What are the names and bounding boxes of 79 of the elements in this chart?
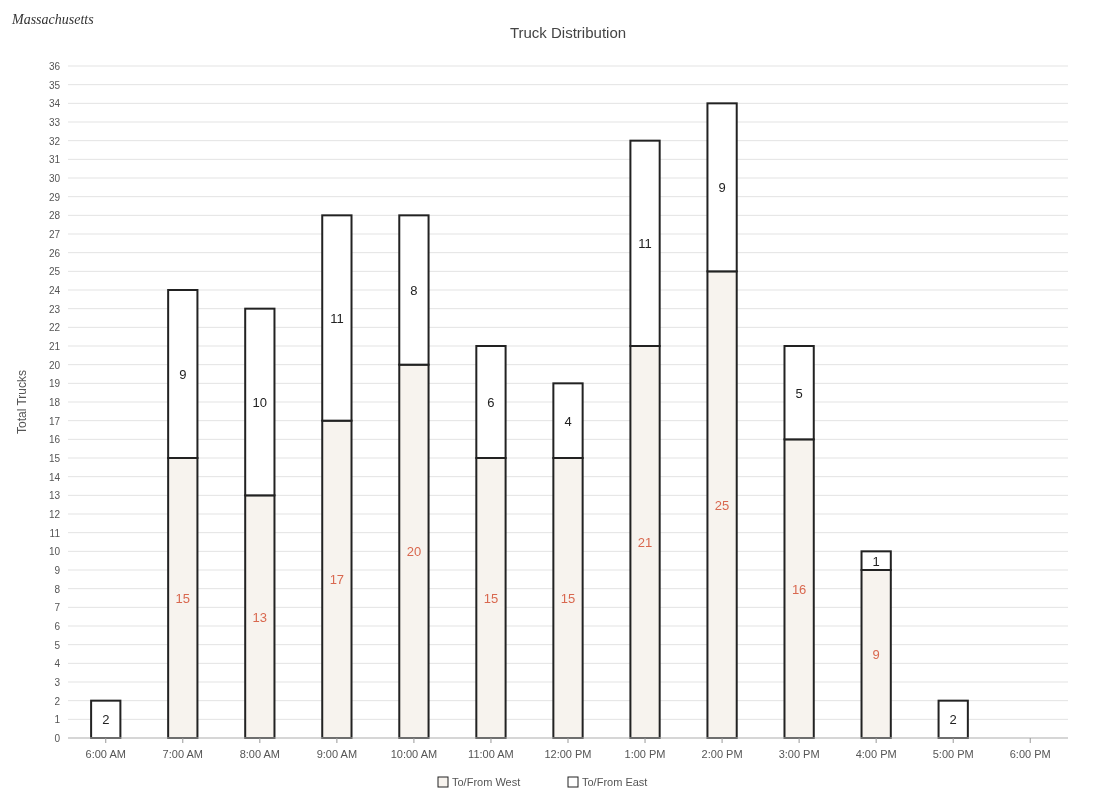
text: Massachusetts <box>11 12 95 27</box>
x-tick-label: 7:00 AM <box>162 748 203 760</box>
data-label: 9 <box>872 647 880 662</box>
data-label: 20 <box>406 544 422 560</box>
y-tick-label: 0 <box>54 733 61 744</box>
y-tick-label: 28 <box>48 210 61 222</box>
y-tick-label: 35 <box>48 79 61 91</box>
y-tick-label: 6 <box>54 621 61 632</box>
data-label: 9 <box>718 180 726 196</box>
data-label: 10 <box>252 395 268 410</box>
y-tick-label: 22 <box>48 322 61 334</box>
data-label: 9 <box>179 367 187 382</box>
data-label: 2 <box>949 712 957 728</box>
y-tick-label: 8 <box>54 583 61 595</box>
bar <box>937 699 969 739</box>
data-label: 17 <box>329 572 345 588</box>
y-tick-label: 10 <box>48 546 61 558</box>
y-tick-label: 30 <box>48 173 61 184</box>
data-label: 16 <box>791 581 807 597</box>
data-label: 5 <box>795 385 803 401</box>
legend-label: To/From East <box>582 776 648 788</box>
y-tick-label: 4 <box>54 658 61 670</box>
y-tick-label: 9 <box>54 565 61 576</box>
y-tick-label: 20 <box>48 359 61 371</box>
data-label: 13 <box>252 609 268 625</box>
data-label: 15 <box>560 591 576 606</box>
x-tick-label: 11:00 AM <box>468 748 514 760</box>
x-tick-label: 2:00 PM <box>701 748 743 760</box>
y-tick-label: 17 <box>48 415 61 427</box>
x-tick-label: 12:00 PM <box>544 748 592 760</box>
data-label: 25 <box>714 497 730 513</box>
y-tick-label: 1 <box>54 714 61 726</box>
x-tick-label: 10:00 AM <box>390 748 438 760</box>
x-tick-label: 1:00 PM <box>624 748 666 760</box>
x-tick-label: 6:00 PM <box>1009 748 1051 760</box>
data-label: 6 <box>487 395 495 410</box>
y-tick-label: 24 <box>48 285 61 296</box>
data-label: 2 <box>102 712 110 728</box>
y-tick-label: 15 <box>48 453 61 464</box>
y-tick-label: 21 <box>48 341 61 352</box>
data-label: 8 <box>410 283 418 298</box>
y-tick-label: 7 <box>54 602 61 614</box>
data-label: 15 <box>483 591 499 606</box>
y-tick-label: 26 <box>48 247 61 259</box>
data-label: 15 <box>175 591 191 606</box>
y-tick-label: 34 <box>48 98 61 110</box>
y-tick-label: 19 <box>48 378 61 390</box>
y-tick-label: 11 <box>49 527 61 539</box>
y-tick-label: 27 <box>48 229 61 240</box>
x-tick-label: 3:00 PM <box>778 748 820 760</box>
y-tick-label: 14 <box>48 471 61 483</box>
legend-label: To/From West <box>452 776 521 788</box>
x-tick-label: 8:00 AM <box>239 748 281 760</box>
data-label: 11 <box>638 236 652 252</box>
y-tick-label: 12 <box>48 509 61 520</box>
y-tick-label: 2 <box>54 695 61 707</box>
y-tick-label: 25 <box>48 266 61 278</box>
data-label: 21 <box>637 535 653 550</box>
chart-title: Truck Distribution <box>509 24 627 41</box>
x-tick-label: 6:00 AM <box>85 748 126 760</box>
y-tick-label: 13 <box>48 490 61 502</box>
y-tick-label: 5 <box>54 639 61 651</box>
x-tick-label: 5:00 PM <box>932 748 974 760</box>
y-tick-label: 31 <box>48 154 61 166</box>
y-tick-label: 3 <box>54 677 61 688</box>
y-tick-label: 18 <box>48 397 61 408</box>
y-tick-label: 29 <box>48 191 61 203</box>
data-label: 1 <box>872 553 880 569</box>
y-tick-label: 32 <box>48 135 61 147</box>
bar <box>90 699 122 739</box>
y-tick-label: 16 <box>48 434 61 446</box>
x-tick-label: 9:00 AM <box>316 748 358 760</box>
y-tick-label: 23 <box>48 303 61 315</box>
y-tick-label: 36 <box>48 61 61 72</box>
data-label: 11 <box>330 311 344 326</box>
data-label: 4 <box>564 413 572 429</box>
x-tick-label: 4:00 PM <box>855 748 897 760</box>
y-tick-label: 33 <box>48 117 61 128</box>
y-axis-title: Total Trucks <box>15 369 29 435</box>
